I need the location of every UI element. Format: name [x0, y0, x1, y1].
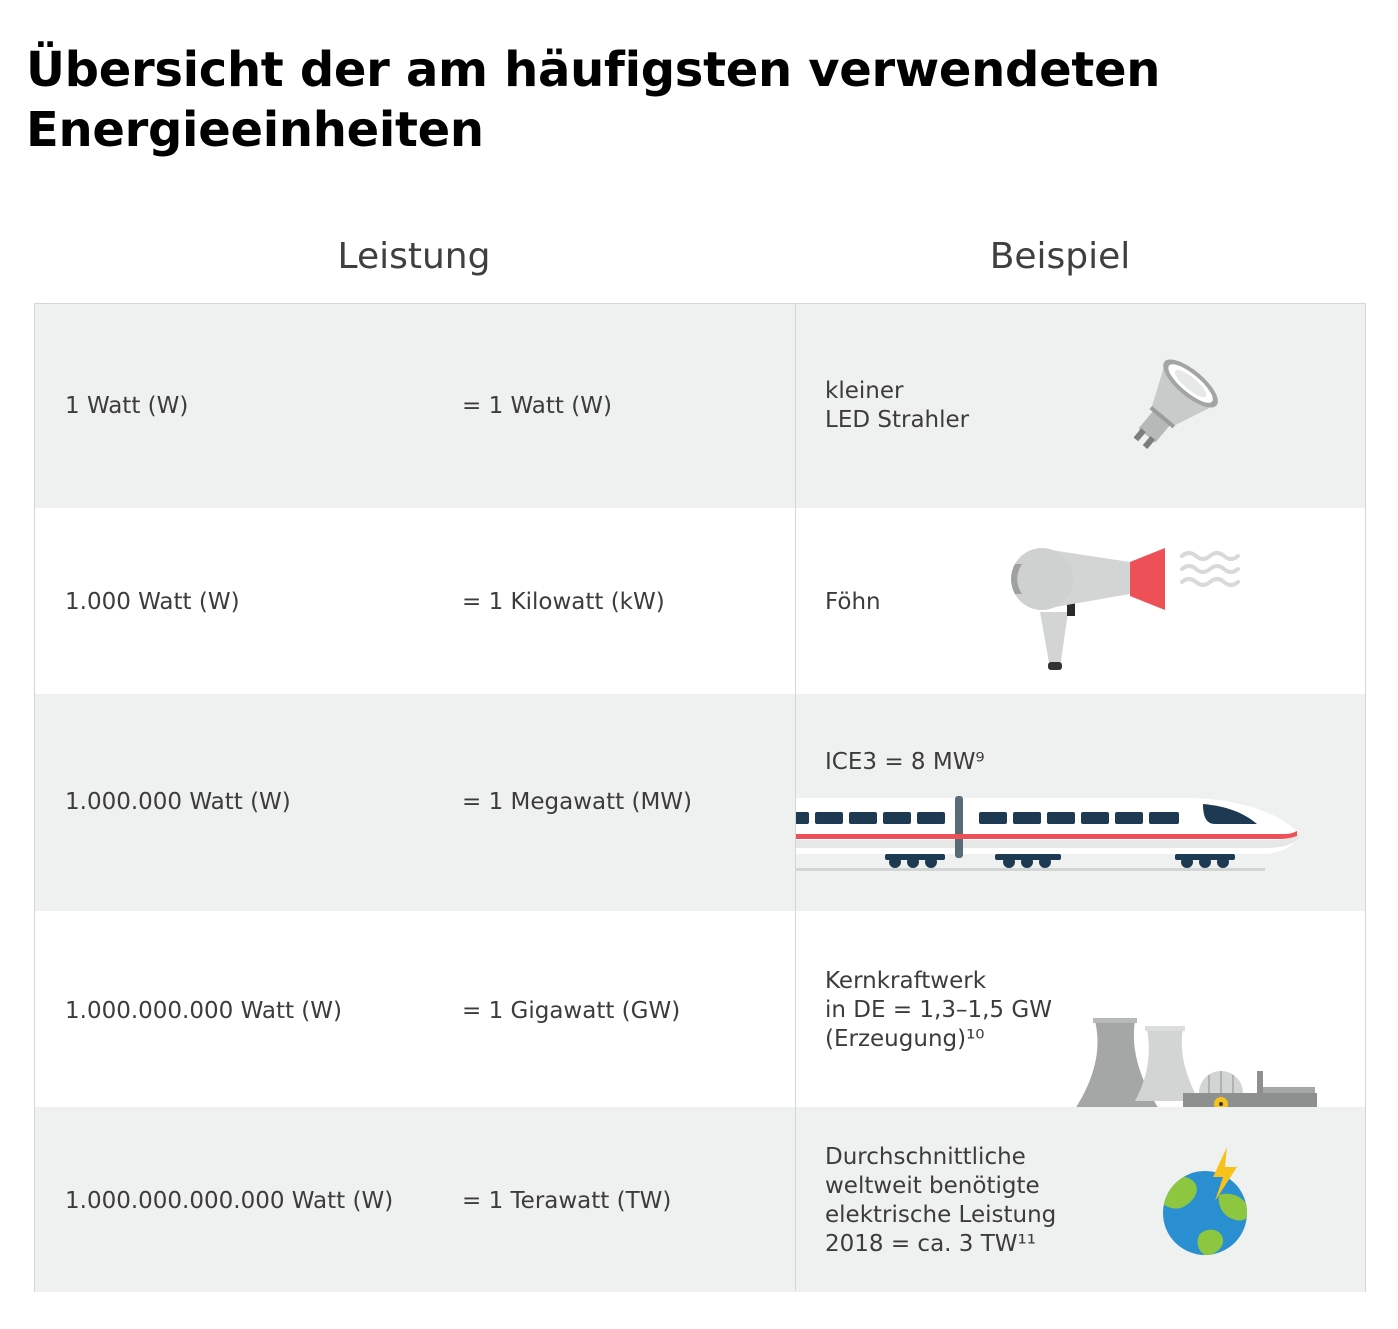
example-text: Kernkraftwerk in DE = 1,3–1,5 GW (Erzeug…	[825, 968, 1052, 1052]
example-text: Föhn	[825, 589, 881, 615]
led-spotlight-icon	[1133, 359, 1218, 450]
example-text: Durchschnittliche weltweit benötigte ele…	[825, 1144, 1057, 1257]
unit-equivalent: = 1 Terawatt (TW)	[462, 1188, 672, 1214]
watt-value: 1.000.000.000.000 Watt (W)	[65, 1188, 394, 1214]
table-row: 1 Watt (W) = 1 Watt (W) kleiner LED Stra…	[35, 304, 1365, 508]
table-row: 1.000.000.000 Watt (W) = 1 Gigawatt (GW)…	[35, 911, 1365, 1119]
nuclear-power-plant-icon	[1075, 1018, 1317, 1119]
unit-equivalent: = 1 Kilowatt (kW)	[462, 589, 665, 615]
hair-dryer-icon	[1011, 548, 1240, 670]
page-title: Übersicht der am häufigsten verwendeten …	[26, 42, 1161, 158]
table-row: 1.000.000.000.000 Watt (W) = 1 Terawatt …	[35, 1107, 1365, 1292]
column-header-beispiel: Beispiel	[989, 236, 1131, 277]
table-row: 1.000.000 Watt (W) = 1 Megawatt (MW) ICE…	[35, 694, 1365, 911]
globe-lightning-icon	[1163, 1147, 1247, 1255]
example-text: ICE3 = 8 MW⁹	[825, 749, 985, 775]
watt-value: 1.000 Watt (W)	[65, 589, 240, 615]
energy-units-table: 1 Watt (W) = 1 Watt (W) kleiner LED Stra…	[34, 303, 1366, 1292]
high-speed-train-icon	[795, 796, 1299, 871]
watt-value: 1.000.000.000 Watt (W)	[65, 998, 342, 1024]
column-divider	[795, 304, 796, 1291]
example-text: kleiner LED Strahler	[825, 378, 970, 433]
unit-equivalent: = 1 Megawatt (MW)	[462, 789, 692, 815]
table-row: 1.000 Watt (W) = 1 Kilowatt (kW) Föhn	[35, 508, 1365, 694]
column-header-leistung: Leistung	[337, 236, 491, 277]
watt-value: 1 Watt (W)	[65, 393, 189, 419]
unit-equivalent: = 1 Watt (W)	[462, 393, 612, 419]
watt-value: 1.000.000 Watt (W)	[65, 789, 291, 815]
unit-equivalent: = 1 Gigawatt (GW)	[462, 998, 681, 1024]
